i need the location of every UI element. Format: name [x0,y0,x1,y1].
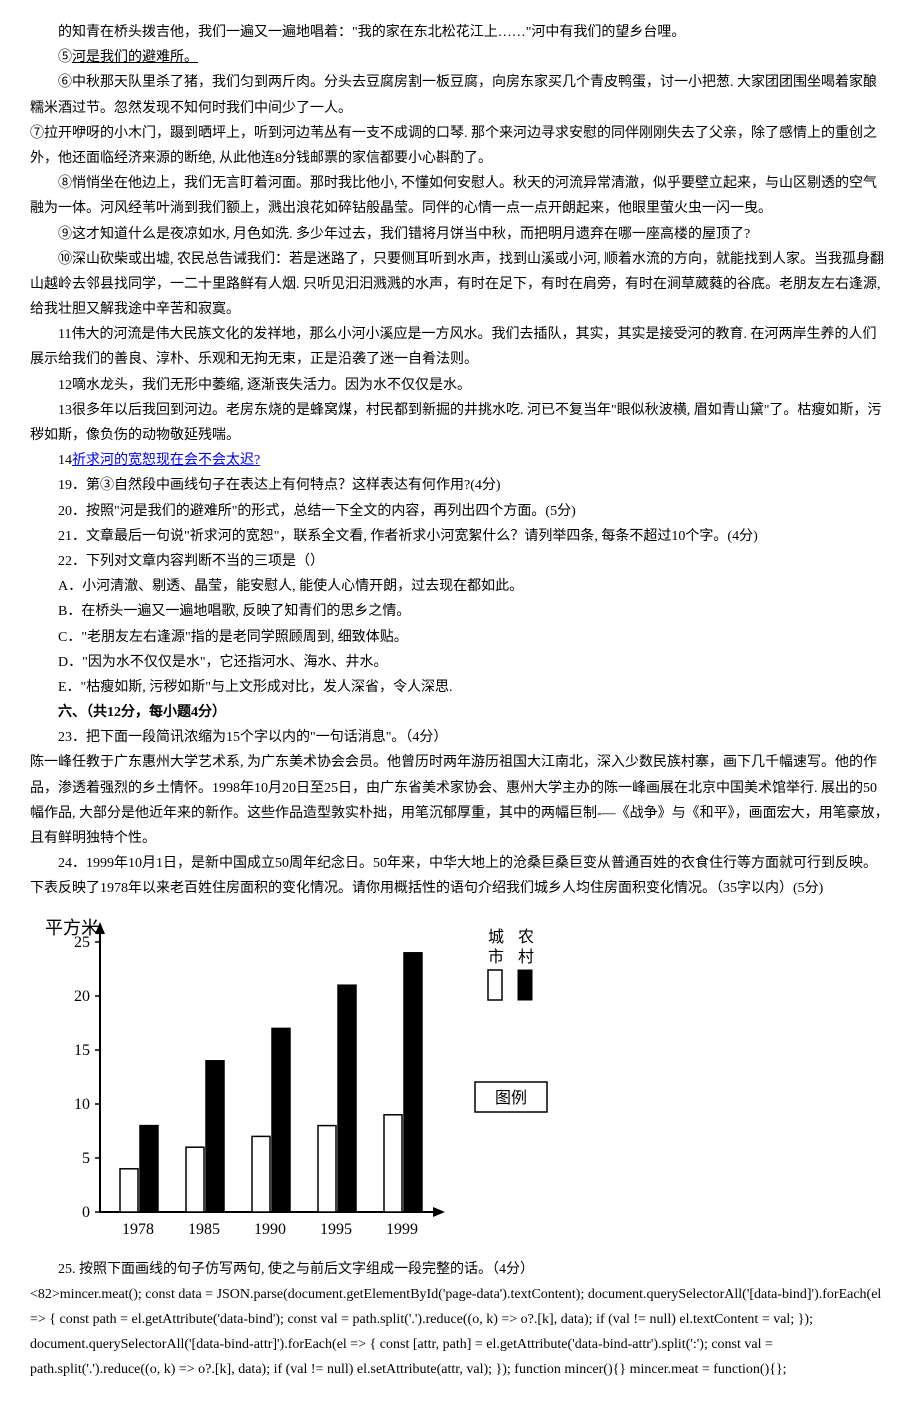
option-d: D．"因为水不仅仅是水"，它还指河水、海水、井水。 [30,650,890,675]
paragraph: ⑧悄悄坐在他边上，我们无言盯着河面。那时我比他小, 不懂如何安慰人。秋天的河流异… [30,171,890,221]
question-23-body: 陈一峰任教于广东惠州大学艺术系, 为广东美术协会会员。他曾历时两年游历祖国大江南… [30,750,890,851]
question-22: 22．下列对文章内容判断不当的三项是（） [30,549,890,574]
paragraph: ⑤河是我们的避难所。 [30,45,890,70]
paragraph: ⑨这才知道什么是夜凉如水, 月色如洗. 多少年过去，我们错将月饼当中秋，而把明月… [30,222,890,247]
question-20: 20．按照"河是我们的避难所"的形式，总结一下全文的内容，再列出四个方面。(5分… [30,499,890,524]
svg-text:15: 15 [74,1042,90,1059]
para-marker: ⑤ [58,50,72,65]
svg-text:市: 市 [488,948,504,966]
option-e: E．"枯瘦如斯, 污秽如斯"与上文形成对比，发人深省，令人深思. [30,675,890,700]
option-a: A．小河清澈、剔透、晶莹，能安慰人, 能使人心情开朗，过去现在都如此。 [30,574,890,599]
svg-text:村: 村 [518,948,534,966]
svg-text:图例: 图例 [495,1089,527,1107]
question-25: 25. 按照下面画线的句子仿写两句, 使之与前后文字组成一段完整的话。（4分） [30,1257,890,1282]
question-24: 24．1999年10月1日，是新中国成立50周年纪念日。50年来，中华大地上的沧… [30,851,890,901]
paragraph: 13很多年以后我回到河边。老房东烧的是蜂窝煤，村民都到新掘的井挑水吃. 河已不复… [30,398,890,448]
option-c: C．"老朋友左右逢源"指的是老同学照顾周到, 细致体贴。 [30,625,890,650]
paragraph: ⑦拉开咿呀的小木门，蹑到晒坪上，听到河边苇丛有一支不成调的口琴. 那个来河边寻求… [30,121,890,171]
housing-area-chart: 平方米 0 5 10 15 20 25 1978 1985 1990 1995 1999 城农市村图例 [30,912,890,1252]
svg-text:5: 5 [82,1150,90,1167]
paragraph: ⑩深山砍柴或出墟, 农民总告诫我们：若是迷路了，只要侧耳听到水声，找到山溪或小河… [30,247,890,323]
para-marker: 14 [58,453,72,468]
svg-text:0: 0 [82,1204,90,1221]
question-19: 19．第③自然段中画线句子在表达上有何特点？这样表达有何作用?(4分) [30,473,890,498]
paragraph: 14祈求河的宽恕现在会不会太迟? [30,448,890,473]
paragraph: 11伟大的河流是伟大民族文化的发祥地，那么小河小溪应是一方风水。我们去插队，其实… [30,322,890,372]
svg-text:10: 10 [74,1096,90,1113]
svg-text:1999: 1999 [386,1221,418,1238]
question-23: 23．把下面一段简讯浓缩为15个字以内的"一句话消息"。（4分） [30,725,890,750]
svg-text:平方米: 平方米 [45,918,99,938]
paragraph: 12嘀水龙头，我们无形中萎缩, 逐渐丧失活力。因为水不仅仅是水。 [30,373,890,398]
option-b: B．在桥头一遍又一遍地唱歌, 反映了知青们的思乡之情。 [30,599,890,624]
underlined-link-text: 祈求河的宽恕现在会不会太迟? [72,453,260,468]
question-21: 21．文章最后一句说"祈求河的宽恕"，联系全文看, 作者祈求小河宽絮什么？请列举… [30,524,890,549]
bar-chart-svg: 平方米 0 5 10 15 20 25 1978 1985 1990 1995 1999 城农市村图例 [30,912,550,1252]
section-6-header: 六、（共12分，每小题4分） [30,700,890,725]
svg-text:20: 20 [74,988,90,1005]
paragraph: ⑥中秋那天队里杀了猪，我们匀到两斤肉。分头去豆腐房割一板豆腐，向房东家买几个青皮… [30,70,890,120]
svg-text:农: 农 [518,928,534,946]
svg-text:1978: 1978 [122,1221,154,1238]
svg-text:1990: 1990 [254,1221,286,1238]
svg-text:1995: 1995 [320,1221,352,1238]
svg-text:25: 25 [74,934,90,951]
underlined-text: 河是我们的避难所。 [72,50,198,65]
svg-text:城: 城 [488,928,504,946]
svg-text:1985: 1985 [188,1221,220,1238]
paragraph: 的知青在桥头拨吉他，我们一遍又一遍地唱着："我的家在东北松花江上……"河中有我们… [30,20,890,45]
